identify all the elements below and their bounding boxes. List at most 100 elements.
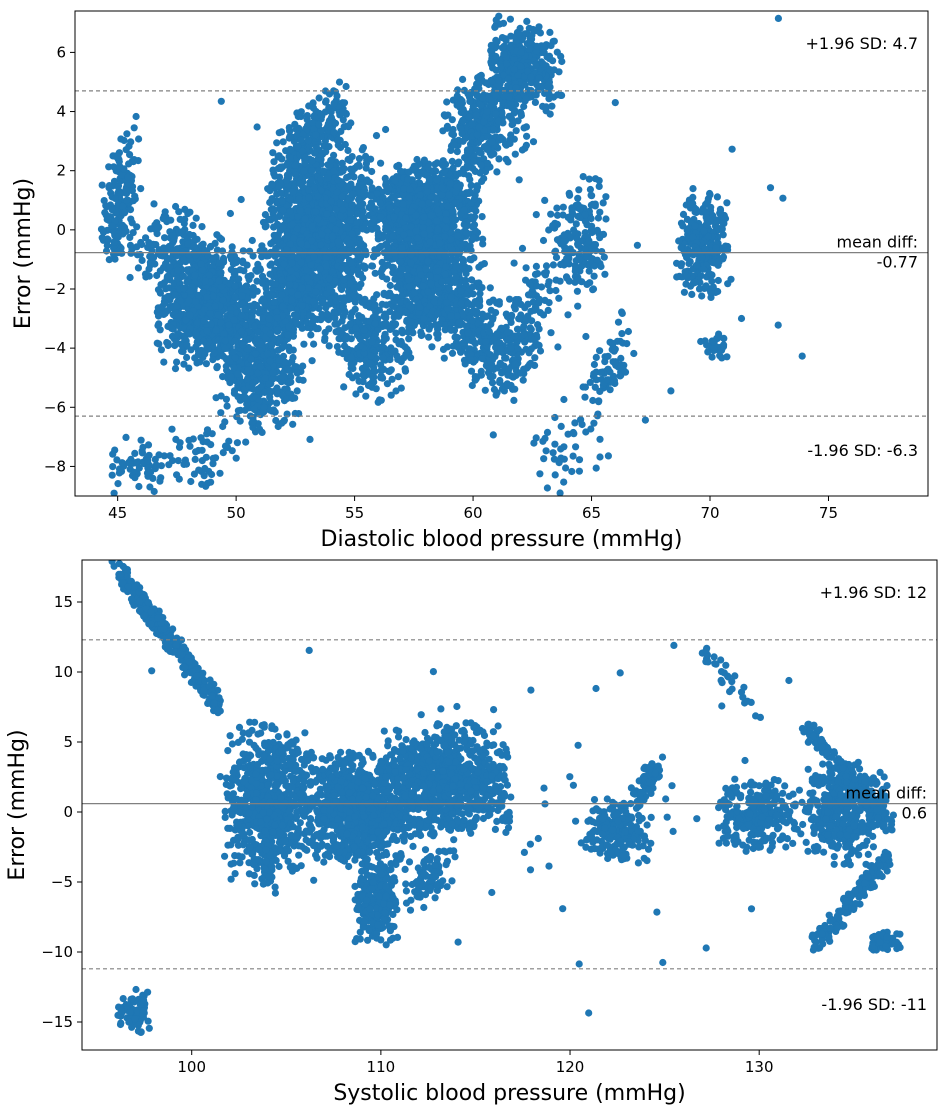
data-point: [470, 234, 478, 242]
data-point: [305, 102, 313, 110]
data-point: [100, 197, 108, 205]
data-point: [441, 233, 449, 241]
data-point: [203, 327, 211, 335]
data-point: [356, 201, 364, 209]
data-point: [194, 351, 202, 359]
data-point: [168, 324, 176, 332]
data-point: [339, 205, 347, 214]
data-point: [273, 390, 281, 398]
data-point: [404, 176, 412, 184]
data-point: [286, 275, 294, 283]
data-point: [337, 212, 345, 220]
data-point: [311, 149, 319, 157]
data-point: [346, 239, 354, 248]
data-point: [197, 241, 206, 249]
data-point: [132, 112, 140, 121]
data-point: [353, 210, 361, 218]
data-point: [161, 309, 169, 317]
data-point: [342, 223, 350, 231]
data-point: [192, 329, 200, 337]
data-point: [154, 286, 163, 294]
data-point: [246, 247, 254, 255]
data-point: [202, 360, 210, 368]
data-point: [286, 345, 294, 353]
data-point: [347, 259, 356, 267]
data-point: [346, 216, 354, 224]
data-point: [381, 330, 389, 338]
data-point: [254, 260, 262, 268]
data-point: [180, 215, 188, 223]
data-point: [361, 262, 369, 270]
data-point: [393, 162, 401, 170]
data-point: [460, 206, 468, 214]
data-point: [297, 240, 305, 248]
data-point: [317, 111, 325, 120]
data-point: [386, 281, 394, 290]
data-point: [399, 200, 407, 208]
data-point: [179, 272, 187, 280]
data-point: [98, 181, 106, 189]
data-point: [377, 366, 385, 375]
data-point: [287, 288, 296, 296]
data-point: [174, 275, 182, 283]
data-point: [319, 167, 327, 175]
data-point: [376, 199, 384, 207]
data-point: [297, 258, 305, 267]
data-point: [325, 143, 333, 151]
data-point: [448, 157, 456, 165]
data-point: [274, 326, 282, 334]
data-point: [221, 337, 229, 345]
data-point: [189, 221, 197, 229]
data-point: [183, 353, 191, 362]
data-point: [126, 151, 134, 159]
data-point: [272, 416, 280, 425]
data-point: [472, 227, 480, 235]
data-point: [343, 183, 351, 191]
data-point: [135, 135, 143, 143]
data-point: [253, 277, 261, 285]
data-point: [239, 247, 247, 255]
data-point: [418, 200, 426, 208]
data-point: [136, 250, 144, 259]
data-point: [322, 262, 330, 270]
data-point: [286, 195, 294, 204]
data-point: [141, 270, 150, 278]
data-point: [413, 234, 422, 242]
data-point: [466, 242, 474, 250]
data-point: [257, 363, 265, 371]
data-point: [166, 263, 174, 271]
data-point: [401, 343, 409, 351]
data-point: [275, 129, 283, 137]
data-point: [222, 395, 230, 403]
data-point: [130, 124, 138, 132]
data-point: [138, 240, 146, 249]
data-point: [368, 184, 376, 192]
data-point: [296, 179, 304, 188]
data-point: [388, 375, 396, 383]
data-point: [250, 322, 259, 330]
data-point: [126, 206, 135, 214]
data-point: [356, 335, 364, 343]
data-point: [373, 190, 381, 198]
data-point: [249, 418, 257, 426]
data-point: [183, 341, 191, 349]
data-point: [394, 373, 402, 381]
data-point: [295, 195, 303, 203]
data-point: [360, 186, 369, 194]
data-point: [353, 162, 361, 170]
data-point: [212, 394, 220, 402]
data-points: [97, 11, 806, 496]
data-point: [231, 354, 239, 362]
data-point: [291, 161, 299, 169]
data-point: [288, 296, 296, 304]
data-point: [348, 230, 356, 238]
data-point: [289, 353, 297, 362]
data-point: [279, 206, 287, 214]
data-point: [155, 340, 163, 348]
data-point: [358, 146, 366, 154]
data-point: [334, 238, 342, 246]
data-point: [277, 189, 285, 197]
data-point: [268, 341, 276, 349]
data-point: [114, 233, 122, 241]
